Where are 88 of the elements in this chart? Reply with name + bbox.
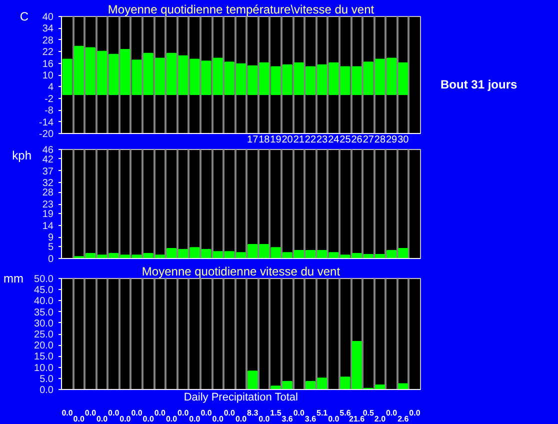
data-label: 8.3: [247, 408, 259, 418]
data-label: 0.0: [258, 414, 270, 424]
x-tick-label: 27: [362, 134, 374, 146]
x-tick-label: 22: [304, 134, 316, 146]
x-tick-label: 23: [316, 134, 328, 146]
y-tick-label: 32: [42, 178, 54, 190]
y-tick-label: 20.0: [34, 340, 54, 352]
y-tick-label: 50.0: [34, 274, 54, 285]
x-tick-label: 17: [247, 134, 259, 146]
y-tick-label: 14: [42, 220, 54, 232]
data-label: 5.1: [316, 408, 328, 418]
y-tick-label: 40.0: [34, 296, 54, 308]
y-tick-label: 25.0: [34, 330, 54, 340]
data-label: 0.0: [235, 414, 248, 424]
data-label: 2.0: [374, 414, 386, 424]
y-tick-label: 4: [48, 82, 54, 94]
x-tick-label: 26: [351, 134, 363, 146]
y-tick-label: 10.0: [34, 362, 54, 374]
x-tick-label: 21: [293, 134, 305, 146]
data-label: 0.0: [224, 408, 236, 418]
data-label: 0.0: [73, 414, 85, 424]
y-tick-label: 45.0: [34, 285, 54, 296]
x-tick-label: 20: [282, 134, 294, 146]
y-tick-label: 23: [42, 200, 54, 210]
bar: [398, 383, 408, 390]
data-label: 0.0: [409, 408, 421, 418]
data-label: 1.5: [270, 408, 282, 418]
data-label: 0.0: [386, 408, 398, 418]
data-label: 0.0: [166, 414, 178, 424]
data-label: 0.0: [62, 408, 74, 418]
data-label: 0.0: [200, 408, 212, 418]
x-tick-label: 28: [374, 134, 386, 146]
data-label: 0.0: [189, 414, 201, 424]
y-tick-label: 5: [48, 242, 54, 254]
y-tick-label: 28: [42, 35, 54, 46]
x-axis-title: Daily Precipitation Total: [184, 392, 298, 404]
y-axis-title: mm: [4, 272, 24, 286]
x-tick-label: 25: [340, 134, 352, 146]
y-tick-label: 9: [48, 232, 54, 244]
y-tick-label: 42: [42, 154, 54, 166]
data-label: 0.0: [84, 408, 97, 418]
data-label: 21.6: [349, 414, 366, 424]
y-tick-label: 28: [42, 188, 54, 199]
bar: [340, 376, 350, 390]
y-tick-label: 19: [42, 208, 54, 220]
y-tick-label: 35.0: [34, 307, 54, 318]
data-label: 0.0: [328, 414, 340, 424]
y-axis-title: C: [20, 10, 29, 24]
bar: [248, 370, 258, 390]
data-label: 0.5: [362, 408, 374, 418]
data-label: 5.6: [340, 408, 352, 418]
data-label: 3.6: [304, 414, 317, 424]
y-tick-label: 0: [48, 254, 54, 265]
x-tick-label: 19: [270, 134, 282, 146]
y-tick-label: -2: [44, 94, 54, 105]
y-tick-label: 10: [42, 70, 54, 82]
y-tick-label: 34: [42, 24, 54, 35]
data-label: 0.0: [154, 408, 166, 418]
x-tick-label: 29: [386, 134, 398, 146]
data-label: 0.0: [212, 414, 224, 424]
y-tick-label: 22: [42, 47, 54, 58]
x-tick-label: 30: [398, 134, 410, 146]
data-label: 0.0: [131, 408, 143, 418]
y-tick-label: 46: [42, 145, 54, 156]
x-tick-label: 24: [328, 134, 340, 146]
y-tick-label: 0.0: [40, 385, 54, 396]
y-tick-label: 30.0: [34, 318, 54, 330]
y-tick-label: 16: [42, 58, 54, 70]
data-label: 2.6: [398, 414, 410, 424]
chart-title: Moyenne quotidienne température\vitesse du vent: [108, 2, 375, 16]
data-label: 0.0: [142, 414, 154, 424]
data-label: 0.0: [178, 408, 190, 418]
y-tick-label: 40: [42, 12, 54, 23]
y-tick-label: -20: [39, 129, 54, 140]
chart-title: Moyenne quotidienne vitesse du vent: [142, 264, 341, 278]
data-label: 0.0: [108, 408, 120, 418]
y-tick-label: -14: [39, 117, 54, 128]
y-tick-label: 37: [42, 166, 54, 178]
data-label: 0.0: [120, 414, 132, 424]
data-label: 0.0: [96, 414, 108, 424]
x-tick-label: 18: [258, 134, 270, 146]
y-tick-label: -8: [44, 106, 54, 117]
y-tick-label: 5.0: [40, 374, 54, 385]
y-axis-title: kph: [12, 148, 32, 162]
y-tick-label: 15.0: [34, 352, 54, 363]
data-label: 0.0: [293, 408, 306, 418]
data-label: 3.6: [282, 414, 294, 424]
text: Bout 31 jours: [440, 77, 518, 92]
